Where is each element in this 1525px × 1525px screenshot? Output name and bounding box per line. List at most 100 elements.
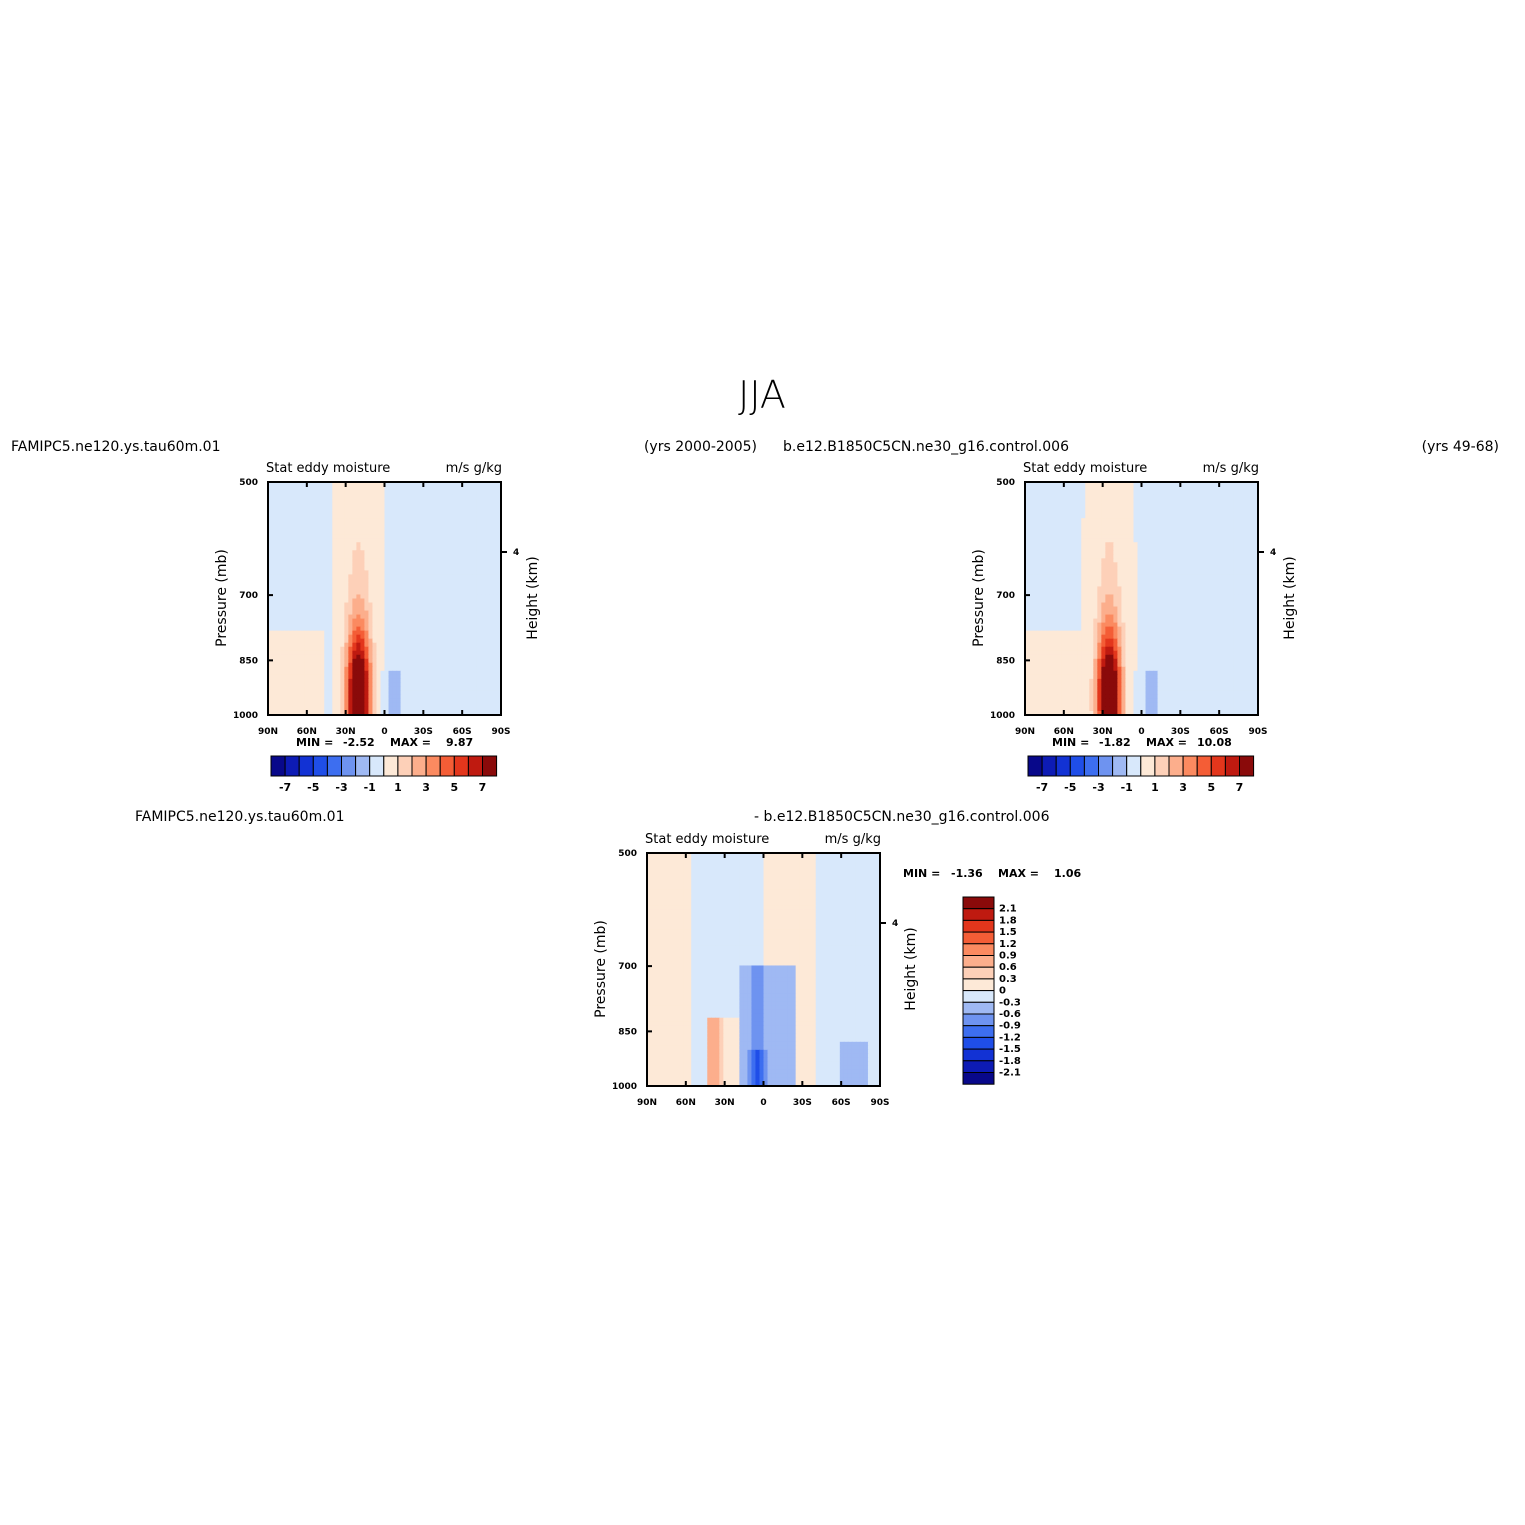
contour-cell <box>468 702 474 708</box>
contour-cell <box>368 650 374 656</box>
contour-cell <box>1053 586 1058 592</box>
contour-cell <box>1173 482 1179 487</box>
contour-cell <box>1209 534 1215 539</box>
contour-cell <box>440 502 446 507</box>
contour-cell <box>1237 574 1243 580</box>
contour-cell <box>320 534 325 539</box>
contour-cell <box>1165 586 1171 592</box>
contour-cell <box>360 622 366 628</box>
contour-cell <box>1033 586 1038 592</box>
contour-cell <box>336 606 341 612</box>
contour-cell <box>404 594 410 600</box>
contour-cell <box>340 570 345 575</box>
contour-cell <box>1181 562 1187 567</box>
contour-cell <box>1065 538 1070 543</box>
contour-cell <box>1057 538 1062 543</box>
contour-cell <box>496 490 501 495</box>
contour-cell <box>320 710 325 715</box>
contour-cell <box>1181 566 1187 571</box>
contour-cell <box>484 554 490 559</box>
contour-cell <box>1221 570 1227 575</box>
contour-cell <box>444 546 450 551</box>
contour-cell <box>1033 530 1038 535</box>
contour-cell <box>280 686 285 692</box>
contour-cell <box>452 650 458 656</box>
contour-cell <box>476 562 482 567</box>
contour-cell <box>276 482 281 487</box>
contour-cell <box>1109 518 1114 523</box>
contour-cell <box>348 666 353 672</box>
contour-cell <box>1077 566 1082 571</box>
contour-cell <box>376 586 382 592</box>
contour-cell <box>312 542 317 547</box>
contour-cell <box>412 610 418 616</box>
contour-cell <box>448 662 454 668</box>
contour-cell <box>1213 514 1219 519</box>
contour-cell <box>272 558 277 563</box>
contour-cell <box>320 622 325 628</box>
contour-cell <box>404 610 410 616</box>
contour-cell <box>300 702 305 708</box>
contour-cell <box>276 486 281 491</box>
contour-cell <box>460 558 466 563</box>
contour-cell <box>420 682 426 688</box>
contour-cell <box>380 574 386 580</box>
contour-cell <box>296 570 301 575</box>
contour-cell <box>276 634 281 640</box>
contour-cell <box>1061 558 1066 563</box>
contour-cell <box>404 670 410 676</box>
contour-cell <box>1125 570 1131 575</box>
contour-cell <box>1241 554 1247 559</box>
contour-cell <box>488 534 494 539</box>
contour-cell <box>464 622 470 628</box>
contour-cell <box>1169 514 1175 519</box>
contour-cell <box>424 658 430 664</box>
contour-cell <box>456 514 462 519</box>
contour-cell <box>1181 490 1187 495</box>
contour-cell <box>372 518 378 523</box>
contour-cell <box>332 626 337 632</box>
contour-cell <box>324 674 329 680</box>
contour-cell <box>380 498 386 503</box>
contour-cell <box>428 566 434 571</box>
contour-cell <box>432 598 438 604</box>
contour-cell <box>496 630 501 636</box>
contour-cell <box>360 666 366 672</box>
contour-cell <box>272 686 277 692</box>
contour-cell <box>340 618 345 624</box>
contour-cell <box>444 638 450 644</box>
contour-cell <box>280 586 285 592</box>
contour-cell <box>324 654 329 660</box>
contour-cell <box>444 614 450 620</box>
contour-cell <box>1245 506 1251 511</box>
contour-cell <box>1121 486 1127 491</box>
contour-cell <box>360 662 366 668</box>
contour-cell <box>416 622 422 628</box>
contour-cell <box>488 606 494 612</box>
contour-cell <box>380 654 386 660</box>
contour-cell <box>456 694 462 700</box>
contour-cell <box>420 554 426 559</box>
contour-cell <box>1181 486 1187 491</box>
contour-cell <box>1197 538 1203 543</box>
contour-cell <box>380 594 386 600</box>
contour-cell <box>1209 578 1215 584</box>
contour-cell <box>1149 538 1155 543</box>
contour-cell <box>420 514 426 519</box>
contour-cell <box>412 558 418 563</box>
contour-cell <box>464 498 470 503</box>
contour-cell <box>304 502 309 507</box>
contour-cell <box>1041 506 1046 511</box>
contour-cell <box>420 610 426 616</box>
contour-cell <box>1241 530 1247 535</box>
contour-cell <box>1061 574 1066 580</box>
contour-cell <box>408 554 414 559</box>
contour-cell <box>1081 518 1086 523</box>
contour-cell <box>1113 526 1118 531</box>
contour-cell <box>1049 586 1054 592</box>
contour-cell <box>1117 494 1123 499</box>
contour-cell <box>296 538 301 543</box>
contour-cell <box>416 530 422 535</box>
contour-cell <box>476 606 482 612</box>
contour-cell <box>312 698 317 704</box>
